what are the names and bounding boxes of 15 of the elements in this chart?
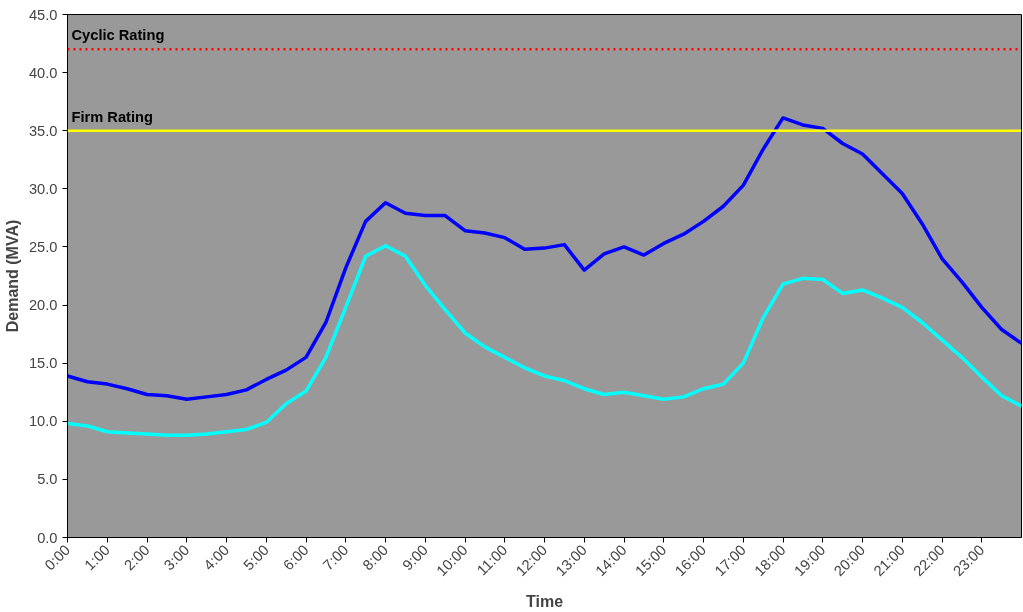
ref-line-label: Firm Rating (71, 108, 153, 125)
y-tick-label: 5.0 (37, 471, 58, 488)
y-tick-label: 35.0 (28, 122, 58, 139)
x-axis-title: Time (525, 592, 564, 610)
y-tick-label: 15.0 (28, 355, 58, 372)
y-tick-label: 45.0 (28, 6, 58, 23)
y-axis-title: Demand (MVA) (3, 219, 21, 333)
y-tick-label: 40.0 (28, 64, 58, 81)
line-series (67, 244, 1022, 437)
y-tick-label: 20.0 (28, 297, 58, 314)
y-tick-label: 10.0 (28, 413, 58, 430)
y-tick-label: 30.0 (28, 180, 58, 197)
y-tick-label: 25.0 (28, 238, 58, 255)
ref-line-label: Cyclic Rating (71, 27, 165, 44)
y-tick-label: 0.0 (37, 529, 58, 546)
